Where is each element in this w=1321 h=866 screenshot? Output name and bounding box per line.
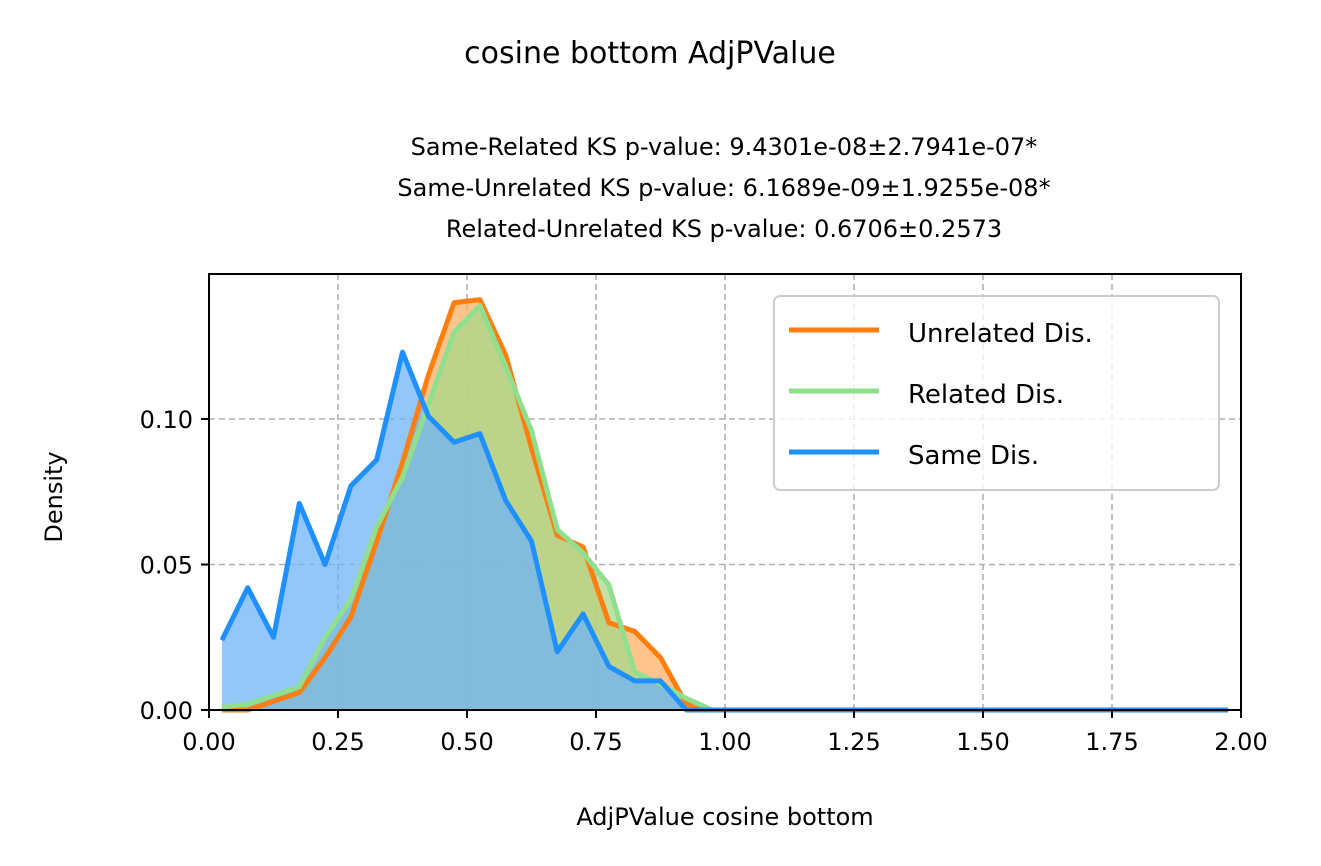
chart-subtitle-line-2: Same-Unrelated KS p-value: 6.1689e-09±1.… [397, 174, 1050, 202]
x-tick-label: 1.50 [956, 728, 1009, 756]
x-tick-label: 0.25 [311, 728, 364, 756]
x-tick-label: 1.25 [827, 728, 880, 756]
x-tick-label: 1.00 [698, 728, 751, 756]
y-axis-label: Density [40, 451, 68, 542]
x-tick-label: 0.75 [569, 728, 622, 756]
area-same-dis [221, 352, 1229, 710]
y-tick-label: 0.10 [140, 406, 193, 434]
x-tick-label: 0.50 [440, 728, 493, 756]
x-tick-label: 0.00 [182, 728, 235, 756]
x-axis-label: AdjPValue cosine bottom [576, 803, 873, 831]
chart-subtitle-line-3: Related-Unrelated KS p-value: 0.6706±0.2… [446, 215, 1002, 243]
legend: Unrelated Dis. Related Dis. Same Dis. [773, 295, 1220, 491]
series-fills [221, 299, 1229, 710]
legend-label-unrelated: Unrelated Dis. [908, 319, 1093, 349]
y-tick-label: 0.05 [140, 552, 193, 580]
x-tick-label: 2.00 [1214, 728, 1267, 756]
chart-title: cosine bottom AdjPValue [464, 36, 836, 71]
x-tick-label: 1.75 [1085, 728, 1138, 756]
y-axis-ticks: 0.00 0.05 0.10 [140, 406, 209, 725]
chart-subtitle-line-1: Same-Related KS p-value: 9.4301e-08±2.79… [411, 133, 1038, 161]
legend-label-same: Same Dis. [908, 441, 1039, 471]
legend-box [773, 295, 1220, 491]
x-axis-ticks: 0.00 0.25 0.50 0.75 1.00 1.25 1.50 1.75 2.00 [182, 710, 1268, 756]
y-tick-label: 0.00 [140, 697, 193, 725]
legend-label-related: Related Dis. [908, 380, 1064, 410]
